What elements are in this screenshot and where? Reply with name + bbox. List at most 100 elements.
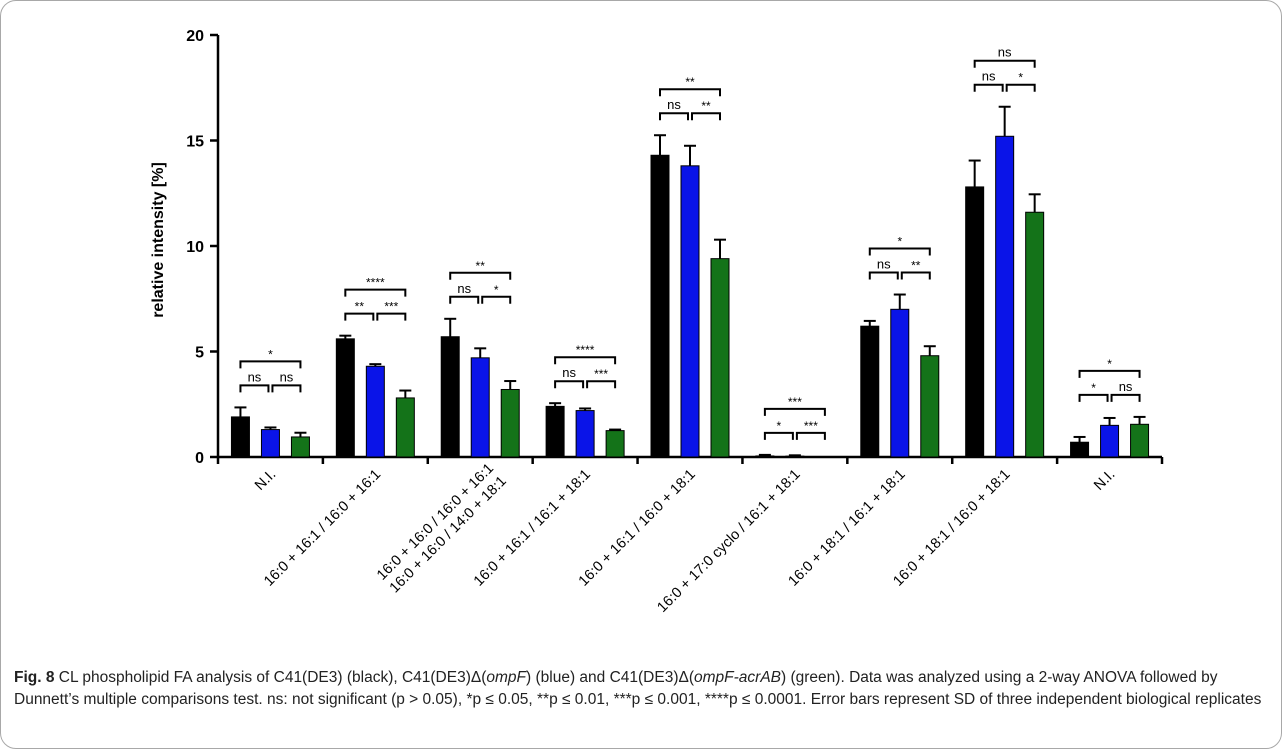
significance-bracket <box>763 407 826 416</box>
bar <box>1100 424 1120 458</box>
significance-label: ns <box>562 365 576 380</box>
x-category-label-line: 16:0 + 16:1 / 16:0 + 18:1 <box>576 467 699 590</box>
bar <box>965 186 985 458</box>
significance-bracket <box>1005 83 1036 92</box>
significance-bracket <box>973 59 1036 68</box>
bar <box>755 455 775 458</box>
significance-bracket <box>659 88 721 97</box>
significance-bracket <box>449 295 480 304</box>
significance-label: *** <box>788 395 802 409</box>
significance-bracket <box>344 312 375 321</box>
significance-label: ** <box>476 259 486 273</box>
significance-label: *** <box>594 367 608 381</box>
caption-italic-text: ompF-acrAB <box>694 669 782 686</box>
bar <box>500 388 520 458</box>
bar <box>890 308 910 458</box>
significance-label: *** <box>384 300 398 314</box>
significance-bracket <box>900 271 931 280</box>
bar <box>440 336 460 458</box>
significance-bracket <box>239 384 270 393</box>
significance-label: * <box>897 235 902 249</box>
bar <box>605 430 625 458</box>
bar <box>650 154 670 458</box>
significance-bracket <box>1078 369 1141 378</box>
chart-significance: ns ns*** ******* ns ***ns *******ns ***** *****… <box>239 45 1141 440</box>
significance-label: **** <box>576 343 595 357</box>
bar <box>575 410 595 458</box>
x-category-label-line: 16:0 + 18:1 / 16:0 + 18:1 <box>890 467 1013 590</box>
x-category-label: 16:0 + 18:1 / 16:0 + 18:1 <box>890 467 1013 590</box>
significance-bracket <box>481 295 512 304</box>
x-category-label: 16:0 + 16:1 / 16:0 + 18:1 <box>576 467 699 590</box>
significance-bracket <box>344 288 407 297</box>
significance-bracket <box>868 247 931 256</box>
significance-bracket <box>376 312 407 321</box>
bar <box>1025 211 1045 458</box>
significance-label: ns <box>457 281 471 296</box>
x-category-label-line: 16:0 + 16:1 / 16:0 + 16:1 <box>261 467 384 590</box>
y-tick-label: 15 <box>186 134 204 151</box>
significance-label: * <box>1107 357 1112 371</box>
y-tick-label: 5 <box>195 345 204 362</box>
significance-bracket <box>586 380 617 389</box>
significance-label: ns <box>248 369 262 384</box>
x-category-label: 16:0 + 18:1 / 16:1 + 18:1 <box>786 467 909 590</box>
significance-label: ns <box>1119 379 1133 394</box>
figure-label: Fig. 8 <box>14 669 55 686</box>
y-axis-label: relative intensity [%] <box>150 162 167 318</box>
y-tick-label: 0 <box>195 450 204 467</box>
significance-label: **** <box>366 276 385 290</box>
significance-label: ns <box>280 369 294 384</box>
bar <box>365 365 385 458</box>
significance-label: * <box>268 347 273 361</box>
significance-bracket <box>554 356 617 365</box>
y-tick-label: 10 <box>186 239 204 256</box>
chart-bars <box>230 135 1150 458</box>
y-tick-label: 20 <box>186 28 204 45</box>
x-category-label-line: 16:0 + 18:1 / 16:1 + 18:1 <box>786 467 909 590</box>
bar <box>230 416 250 458</box>
significance-bracket <box>973 83 1004 92</box>
significance-bracket <box>691 112 721 121</box>
bar <box>680 165 700 458</box>
x-category-label: 16:0 + 16:1 / 16:0 + 16:1 <box>261 467 384 590</box>
bar <box>920 355 940 458</box>
significance-label: ns <box>982 69 996 84</box>
significance-label: ns <box>667 97 681 112</box>
caption-text-segment: ) (green). Data was analyzed using a 2-w… <box>14 669 1262 708</box>
bar <box>260 429 280 458</box>
caption-text: CL phospholipid FA analysis of C41(DE3) … <box>14 669 1261 708</box>
significance-bracket <box>1110 393 1141 402</box>
significance-bracket <box>795 431 826 440</box>
figure-caption: Fig. 8 CL phospholipid FA analysis of C4… <box>14 667 1272 711</box>
significance-bracket <box>659 112 689 121</box>
significance-label: ns <box>998 45 1012 60</box>
significance-label: ** <box>685 75 695 89</box>
chart-error-bars <box>234 105 1146 457</box>
caption-text-segment: ) (blue) and C41(DE3)Δ( <box>526 669 695 686</box>
caption-italic-text: ompF <box>486 669 527 686</box>
significance-label: *** <box>804 419 818 433</box>
bar <box>860 325 880 458</box>
bar <box>995 135 1015 458</box>
x-category-label-line: N.I. <box>252 467 279 494</box>
x-category-label: N.I. <box>1091 467 1118 494</box>
bar <box>395 397 415 458</box>
significance-label: ** <box>355 300 365 314</box>
significance-bracket <box>763 431 794 440</box>
significance-bracket <box>554 380 585 389</box>
significance-label: * <box>777 419 782 433</box>
significance-label: * <box>1091 381 1096 395</box>
x-category-label: N.I. <box>252 467 279 494</box>
significance-bracket <box>1078 393 1109 402</box>
bar <box>1070 441 1090 458</box>
significance-label: ** <box>701 99 711 113</box>
x-category-label-line: 16:0 + 16:0 / 16:0 + 16:1 <box>374 461 497 584</box>
bar <box>470 357 490 458</box>
significance-label: * <box>1018 71 1023 85</box>
significance-bracket <box>868 271 899 280</box>
significance-bracket <box>449 271 512 280</box>
